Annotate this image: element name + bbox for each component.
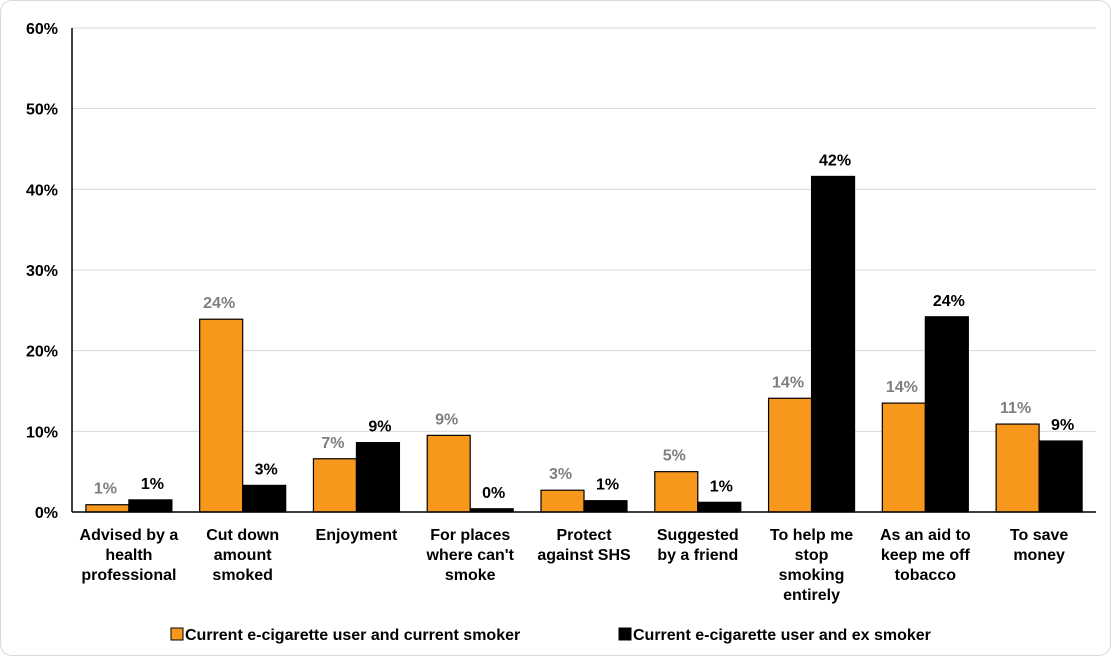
data-label: 1% <box>596 477 619 494</box>
data-label: 1% <box>141 476 164 493</box>
data-label: 3% <box>255 461 278 478</box>
legend: Current e-cigarette user and current smo… <box>171 627 931 644</box>
legend-swatch <box>171 628 183 640</box>
data-label: 24% <box>203 295 235 312</box>
legend-label: Current e-cigarette user and ex smoker <box>633 627 931 644</box>
x-category-label: stop <box>795 547 829 564</box>
data-label: 14% <box>886 379 918 396</box>
data-label: 1% <box>94 481 117 498</box>
x-category-label: entirely <box>783 587 840 604</box>
data-label: 0% <box>482 485 505 502</box>
bar-series-1 <box>769 398 812 512</box>
bars <box>86 176 1082 512</box>
x-category-label: amount <box>214 547 272 564</box>
data-label: 14% <box>772 374 804 391</box>
data-label: 42% <box>819 152 851 169</box>
y-tick-label: 30% <box>26 263 58 280</box>
bar-series-1 <box>86 505 129 512</box>
x-category-label: Cut down <box>206 527 279 544</box>
x-category-label: by a friend <box>657 547 738 564</box>
bar-series-2 <box>925 317 968 512</box>
x-category-label: To help me <box>770 527 853 544</box>
y-tick-label: 50% <box>26 102 58 119</box>
x-category-label: smoking <box>779 567 845 584</box>
x-category-label: professional <box>81 567 176 584</box>
bar-series-2 <box>698 502 741 512</box>
x-category-label: As an aid to <box>880 527 971 544</box>
bar-series-2 <box>1039 441 1082 512</box>
x-category-label: To save <box>1010 527 1069 544</box>
x-axis-categories: Advised by a health professional Cut down am… <box>80 527 1069 604</box>
x-category-label: smoke <box>445 567 496 584</box>
bar-series-2 <box>584 501 627 512</box>
data-label: 3% <box>549 466 572 483</box>
bar-series-1 <box>427 435 470 512</box>
x-category-label: smoked <box>212 567 272 584</box>
data-label: 1% <box>710 478 733 495</box>
bar-series-2 <box>356 443 399 512</box>
bar-series-1 <box>541 490 584 512</box>
bar-series-1 <box>996 424 1039 512</box>
data-label: 9% <box>435 411 458 428</box>
data-label: 7% <box>321 435 344 452</box>
y-tick-label: 40% <box>26 182 58 199</box>
x-category-label: where can't <box>426 547 515 564</box>
x-category-label: keep me off <box>881 547 971 564</box>
legend-label: Current e-cigarette user and current smo… <box>185 627 520 644</box>
x-category-label: Advised by a <box>80 527 179 544</box>
legend-swatch <box>619 628 631 640</box>
bar-series-2 <box>243 485 286 512</box>
x-category-label: money <box>1013 547 1065 564</box>
x-category-label: against SHS <box>537 547 631 564</box>
x-category-label: For places <box>430 527 510 544</box>
bar-series-1 <box>882 403 925 512</box>
y-axis-ticks: 0% 10% 20% 30% 40% 50% 60% <box>26 21 58 522</box>
bar-series-1 <box>313 459 356 512</box>
x-category-label: Suggested <box>657 527 739 544</box>
bar-series-2 <box>129 500 172 512</box>
x-category-label: tobacco <box>895 567 957 584</box>
y-tick-label: 60% <box>26 21 58 38</box>
bar-series-1 <box>655 472 698 512</box>
y-tick-label: 0% <box>35 505 58 522</box>
x-category-label: health <box>105 547 152 564</box>
data-label: 5% <box>663 448 686 465</box>
bar-series-2 <box>812 176 855 512</box>
bar-series-1 <box>200 319 243 512</box>
data-label: 11% <box>1000 400 1031 417</box>
data-label: 24% <box>933 293 965 310</box>
x-category-label: Protect <box>556 527 612 544</box>
data-label: 9% <box>368 419 391 436</box>
data-label: 9% <box>1051 417 1074 434</box>
y-tick-label: 20% <box>26 344 58 361</box>
y-tick-label: 10% <box>26 424 58 441</box>
x-category-label: Enjoyment <box>316 527 398 544</box>
